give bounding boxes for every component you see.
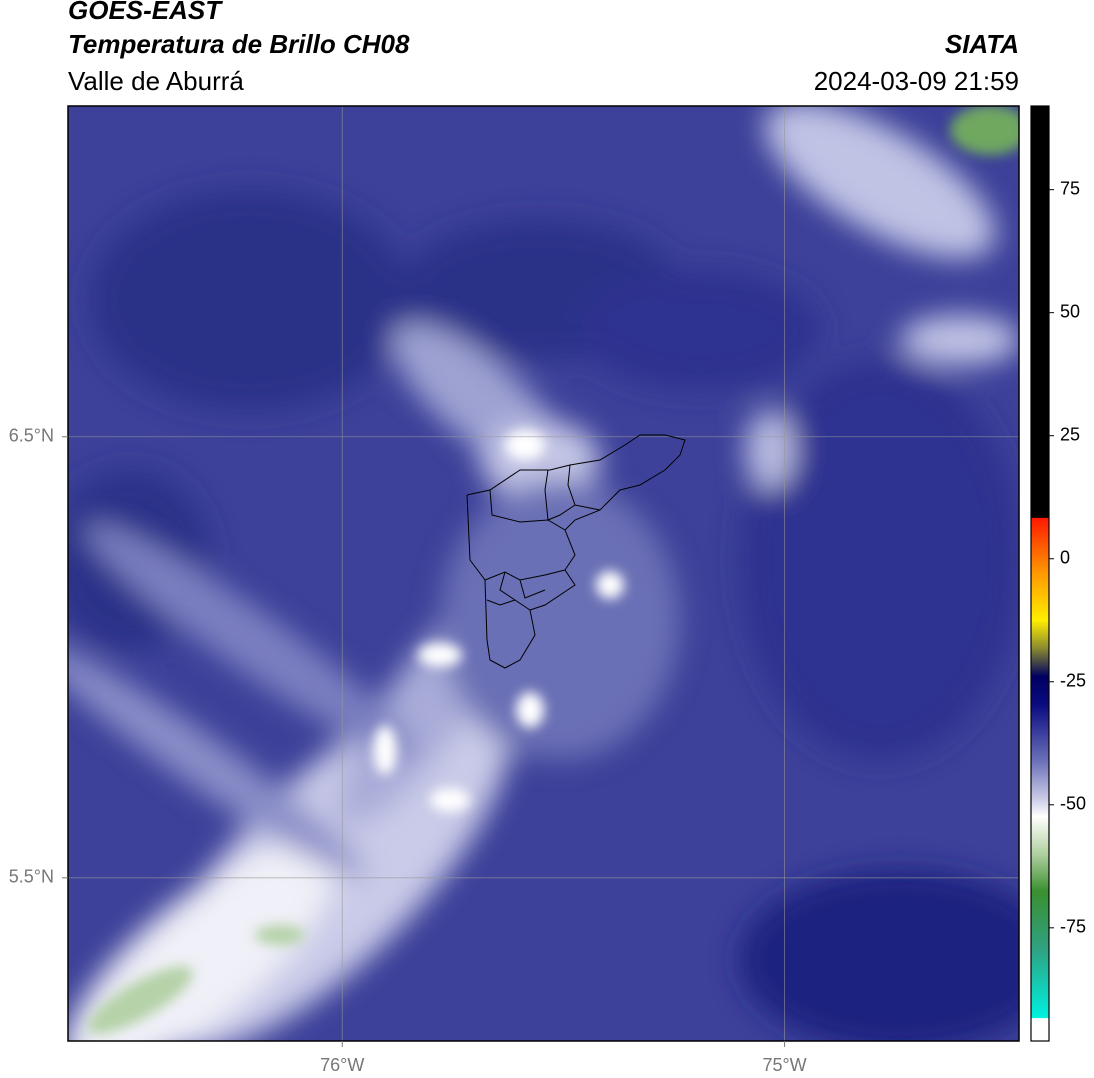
- title: GOES-EAST: [68, 0, 223, 25]
- colorbar-tick-label: -25: [1060, 671, 1086, 691]
- municipality-outlines: [466, 434, 686, 669]
- imagery: [68, 106, 1019, 1041]
- colorbar-tick-label: -50: [1060, 794, 1086, 814]
- source: SIATA: [945, 29, 1019, 59]
- colorbar: [1030, 105, 1050, 1042]
- subtitle: Temperatura de Brillo CH08: [68, 29, 410, 59]
- colorbar-tick-label: 75: [1060, 178, 1080, 198]
- colorbar-tick-label: 50: [1060, 301, 1080, 321]
- x-tick-label: 75°W: [762, 1055, 806, 1075]
- tick-group: 76°W 75°W 6.5°N 5.5°N 75 50 25 0 -25 -50 -75: [9, 178, 1086, 1074]
- region: Valle de Aburrá: [68, 66, 244, 96]
- y-tick-label: 6.5°N: [9, 426, 54, 446]
- datetime: 2024-03-09 21:59: [814, 66, 1019, 96]
- colorbar-tick-label: 25: [1060, 424, 1080, 444]
- y-tick-label: 5.5°N: [9, 867, 54, 887]
- graticule: [68, 106, 1019, 1041]
- map-frame: [67, 105, 1020, 1042]
- x-tick-label: 76°W: [320, 1055, 364, 1075]
- colorbar-tick-label: 0: [1060, 547, 1070, 567]
- colorbar-tick-label: -75: [1060, 917, 1086, 937]
